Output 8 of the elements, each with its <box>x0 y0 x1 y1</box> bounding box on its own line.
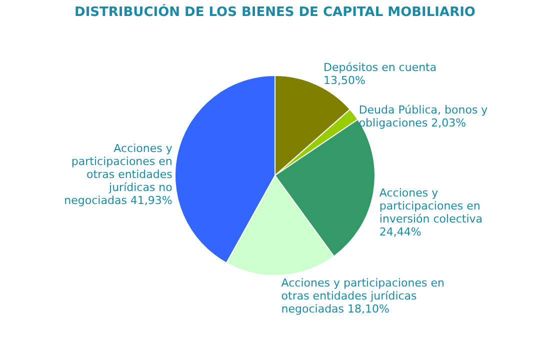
data-label: 13,50% <box>324 74 366 87</box>
data-label: 24,44% <box>379 226 422 239</box>
slice-label: Depósitos en cuenta <box>324 60 437 74</box>
slice-label: Acciones y participaciones en otras entidades jurídicas no negociadas 41,93% <box>64 142 173 207</box>
slice-label: Acciones y participaciones en otras entidades jurídicas negociadas 18,10% <box>281 276 444 316</box>
slice-label: Acciones y participaciones en inversión colectiva <box>379 186 483 226</box>
chart-title: DISTRIBUCIÓN DE LOS BIENES DE CAPITAL MOBILIARIO <box>74 3 476 20</box>
slice-label: Deuda Pública, bonos y obligaciones 2,03% <box>358 104 488 130</box>
